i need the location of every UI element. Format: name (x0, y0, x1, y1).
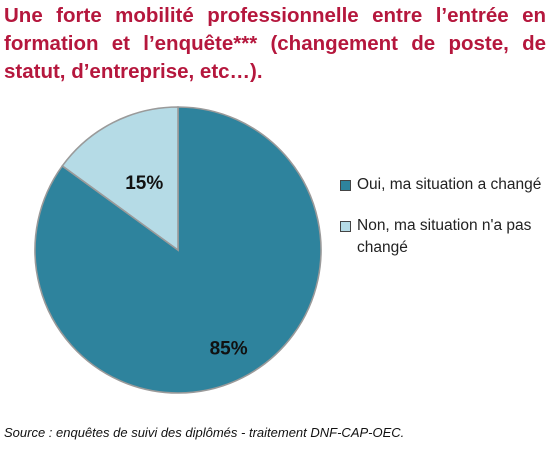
chart-legend: Oui, ma situation a changé Non, ma situa… (340, 174, 545, 278)
legend-swatch-changed (340, 180, 351, 191)
legend-item-not-changed: Non, ma situation n'a pas changé (340, 215, 545, 259)
slice-label-not-changed: 15% (125, 173, 163, 194)
pie-chart: 85% 15% (34, 106, 322, 394)
pie-slice-not-changed (61, 106, 179, 252)
legend-item-changed: Oui, ma situation a changé (340, 174, 545, 196)
legend-label-not-changed: Non, ma situation n'a pas changé (357, 217, 532, 256)
legend-swatch-not-changed (340, 221, 351, 232)
source-note: Source : enquêtes de suivi des diplômés … (4, 425, 405, 440)
legend-label-changed: Oui, ma situation a changé (357, 176, 542, 193)
slice-label-changed: 85% (210, 338, 248, 359)
chart-title: Une forte mobilité professionnelle entre… (4, 4, 546, 83)
